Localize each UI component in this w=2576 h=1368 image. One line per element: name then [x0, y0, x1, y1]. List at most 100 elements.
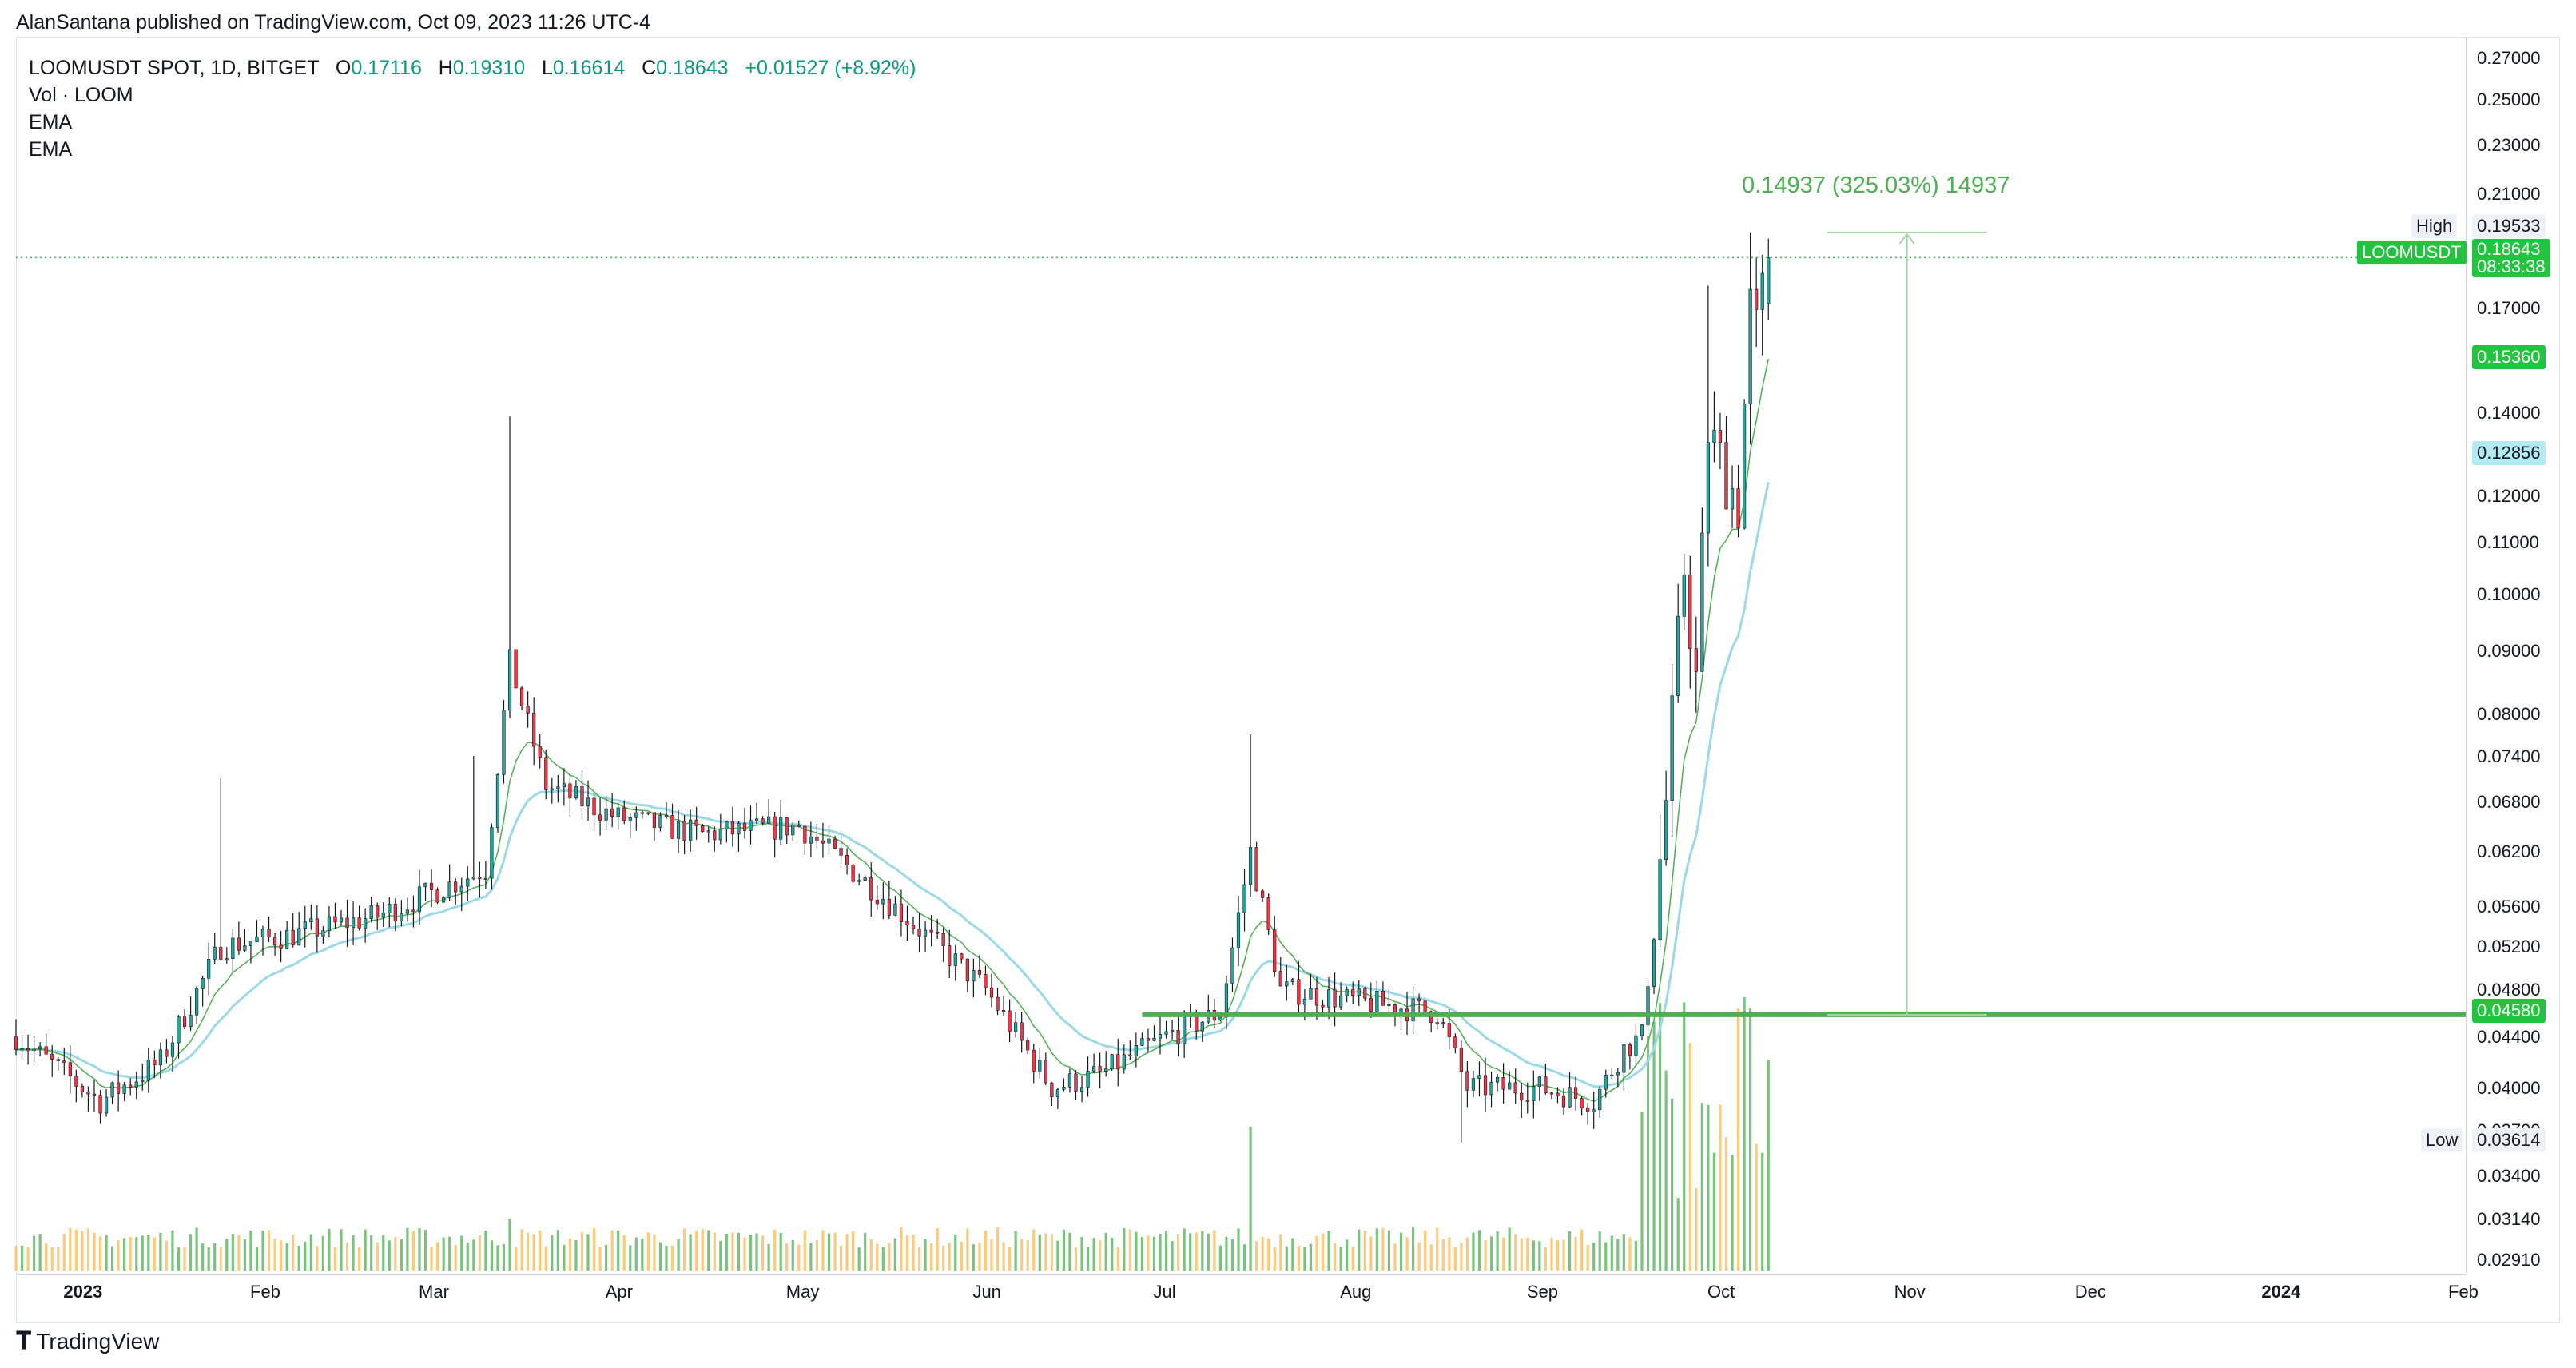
candle-body [141, 1080, 145, 1083]
volume-legend-row[interactable]: Vol · LOOM [29, 84, 133, 106]
candle-body [1183, 1016, 1187, 1044]
volume-bar [129, 1236, 132, 1271]
close-value: 0.18643 [656, 57, 729, 79]
candle-body [670, 815, 674, 839]
candle-body [1520, 1092, 1524, 1101]
candle-body [129, 1084, 133, 1088]
price-tick: 0.09000 [2477, 640, 2541, 661]
volume-bar [442, 1237, 445, 1271]
volume-bar [1411, 1227, 1415, 1271]
volume-bar [797, 1244, 801, 1271]
candle-body [1610, 1074, 1614, 1076]
volume-bar [45, 1243, 48, 1271]
volume-bar [1183, 1228, 1186, 1271]
volume-bar [1592, 1243, 1596, 1271]
low-label: L [541, 57, 553, 79]
date-tick: Oct [1707, 1282, 1735, 1302]
candle-body [1369, 997, 1373, 1012]
volume-bar [996, 1227, 1000, 1271]
candle-body [1381, 991, 1385, 1006]
volume-bar [658, 1242, 662, 1271]
candle-body [1646, 986, 1650, 1025]
volume-bar [1189, 1233, 1192, 1271]
candle-body [1682, 575, 1686, 617]
time-axis[interactable] [16, 1274, 2466, 1275]
candle-body [604, 808, 608, 821]
volume-bar [1207, 1233, 1210, 1271]
candle-body [845, 855, 849, 865]
candle-body [483, 877, 487, 880]
date-tick: Jul [1153, 1282, 1176, 1302]
candle-body [122, 1084, 126, 1094]
symbol-legend-row[interactable]: LOOMUSDT SPOT, 1D, BITGET O0.17116 H0.19… [29, 54, 916, 82]
high-label: H [438, 57, 453, 79]
volume-bar [297, 1245, 300, 1271]
candle-body [941, 933, 945, 946]
ema-fast-axis-label: 0.15360 [2472, 345, 2546, 369]
candle-body [44, 1046, 48, 1055]
candle-body [574, 786, 578, 799]
candle-body [405, 909, 410, 914]
volume-bar [1489, 1236, 1493, 1271]
candle-body [887, 899, 891, 916]
volume-bar [888, 1243, 891, 1271]
ema-legend-row-2[interactable]: EMA [29, 138, 73, 161]
volume-bar [1291, 1238, 1294, 1271]
candle-body [1200, 1021, 1204, 1032]
candle-body [875, 899, 879, 905]
volume-bar [839, 1245, 843, 1271]
volume-bar [1664, 1070, 1668, 1271]
volume-bar [1080, 1237, 1083, 1271]
candle-body [315, 918, 319, 937]
volume-bar [1230, 1239, 1234, 1271]
volume-bar [38, 1234, 42, 1271]
candle-body [1254, 847, 1258, 892]
candles [14, 232, 1771, 1143]
volume-bar [1128, 1229, 1131, 1271]
candle-body [1086, 1071, 1090, 1088]
volume-bar [1315, 1235, 1318, 1271]
volume-bar [207, 1247, 210, 1271]
volume-bar [1634, 1241, 1638, 1271]
candle-body [20, 1048, 24, 1051]
price-axis[interactable] [2466, 37, 2467, 1274]
candle-body [1676, 616, 1680, 697]
price-tick: 0.10000 [2477, 583, 2541, 604]
candle-body [1321, 1004, 1325, 1008]
volume-bar [749, 1235, 753, 1271]
volume-bar [876, 1243, 879, 1271]
candle-body [1508, 1082, 1512, 1090]
volume-bar [984, 1231, 988, 1271]
volume-bar [292, 1235, 295, 1271]
candle-body [1309, 988, 1313, 1000]
candle-body [767, 816, 771, 824]
volume-bar [1399, 1232, 1403, 1271]
volume-bar [761, 1235, 765, 1271]
low-value: 0.16614 [552, 57, 626, 79]
candle-body [1477, 1075, 1481, 1079]
volume-bar [580, 1231, 584, 1271]
candle-body [1146, 1038, 1151, 1041]
volume-bar [1598, 1231, 1601, 1271]
tradingview-brand[interactable]: 𝐓 TradingView [16, 1328, 159, 1355]
candle-body [881, 899, 885, 905]
ema-legend-row-1[interactable]: EMA [29, 111, 73, 133]
candle-body [435, 889, 439, 903]
volume-bar [821, 1230, 825, 1271]
volume-bar [695, 1231, 698, 1271]
candle-body [1561, 1095, 1566, 1108]
volume-bar [930, 1243, 933, 1271]
candle-body [1236, 912, 1241, 948]
price-tick: 0.14000 [2477, 402, 2541, 423]
candle-body [285, 929, 289, 949]
volume-bar [972, 1244, 975, 1271]
volume-bar [33, 1235, 36, 1271]
volume-bar [1285, 1246, 1288, 1271]
candle-body [1314, 988, 1319, 1006]
candle-body [1158, 1034, 1163, 1039]
volume-bar [1405, 1237, 1409, 1271]
volume-bar [1628, 1237, 1632, 1271]
volume-bar [1707, 1104, 1710, 1271]
low-axis-value: 0.03614 [2472, 1128, 2546, 1152]
